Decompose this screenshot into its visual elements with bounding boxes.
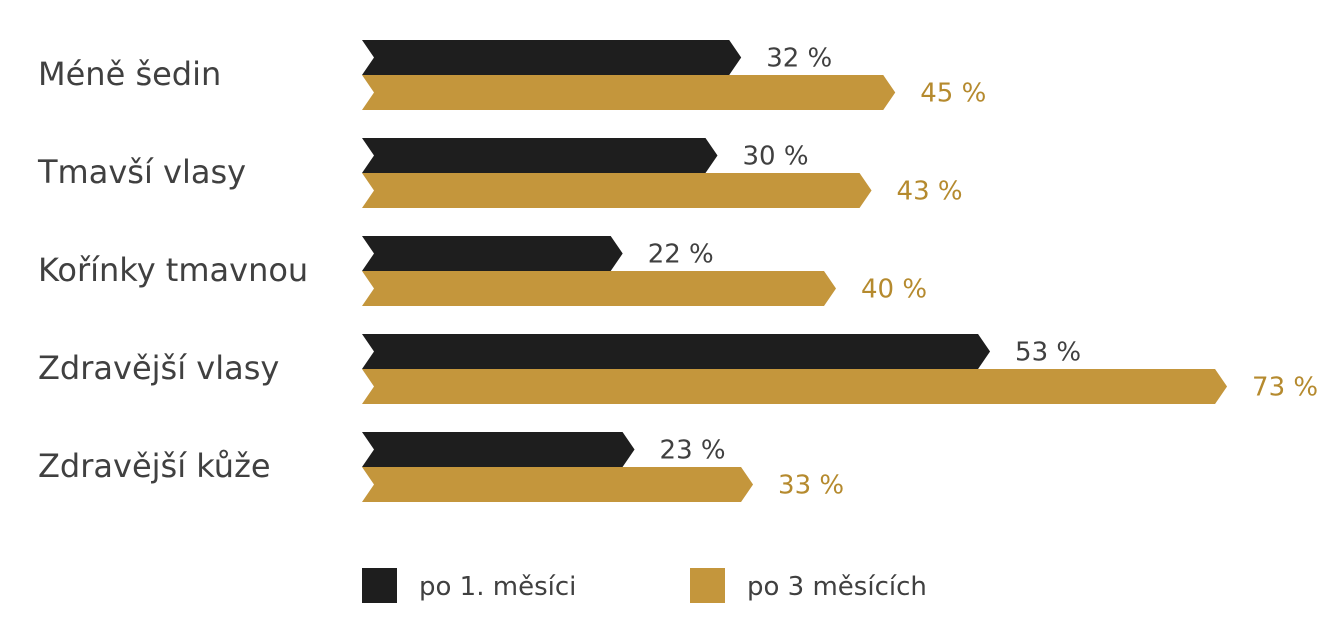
bar-month3 xyxy=(362,271,836,306)
data-label: 53 % xyxy=(1015,338,1081,368)
legend-swatch xyxy=(362,568,397,603)
category-label: Méně šedin xyxy=(38,55,221,93)
category-labels: Méně šedin Tmavší vlasy Kořínky tmavnou Zdr… xyxy=(37,55,308,485)
category-label: Zdravější kůže xyxy=(38,447,271,485)
data-label: 30 % xyxy=(743,142,809,172)
data-label: 40 % xyxy=(861,275,927,305)
bar-month3 xyxy=(362,75,896,110)
category-label: Zdravější vlasy xyxy=(38,349,279,387)
data-label: 23 % xyxy=(660,436,726,466)
data-label: 22 % xyxy=(648,240,714,270)
legend-label: po 1. měsíci xyxy=(419,572,576,602)
data-label: 43 % xyxy=(897,177,963,207)
bar-month3 xyxy=(362,467,754,502)
category-label: Kořínky tmavnou xyxy=(38,251,308,289)
bar-month1 xyxy=(362,432,635,467)
bar-month1 xyxy=(362,138,718,173)
value-labels: 32 % 45 % 30 % 43 % 22 % 40 % 53 % 73 % 23 % 33 % xyxy=(648,44,1318,501)
legend-swatch xyxy=(690,568,725,603)
bar-month1 xyxy=(362,236,623,271)
bar-month3 xyxy=(362,173,872,208)
category-label: Tmavší vlasy xyxy=(37,153,246,191)
data-label: 33 % xyxy=(778,471,844,501)
bars-group xyxy=(362,40,1228,502)
bar-month1 xyxy=(362,334,991,369)
legend: po 1. měsíci po 3 měsících xyxy=(362,568,927,603)
bar-month3 xyxy=(362,369,1228,404)
legend-label: po 3 měsících xyxy=(747,572,927,602)
bar-month1 xyxy=(362,40,742,75)
data-label: 73 % xyxy=(1252,373,1318,403)
data-label: 32 % xyxy=(766,44,832,74)
data-label: 45 % xyxy=(920,79,986,109)
